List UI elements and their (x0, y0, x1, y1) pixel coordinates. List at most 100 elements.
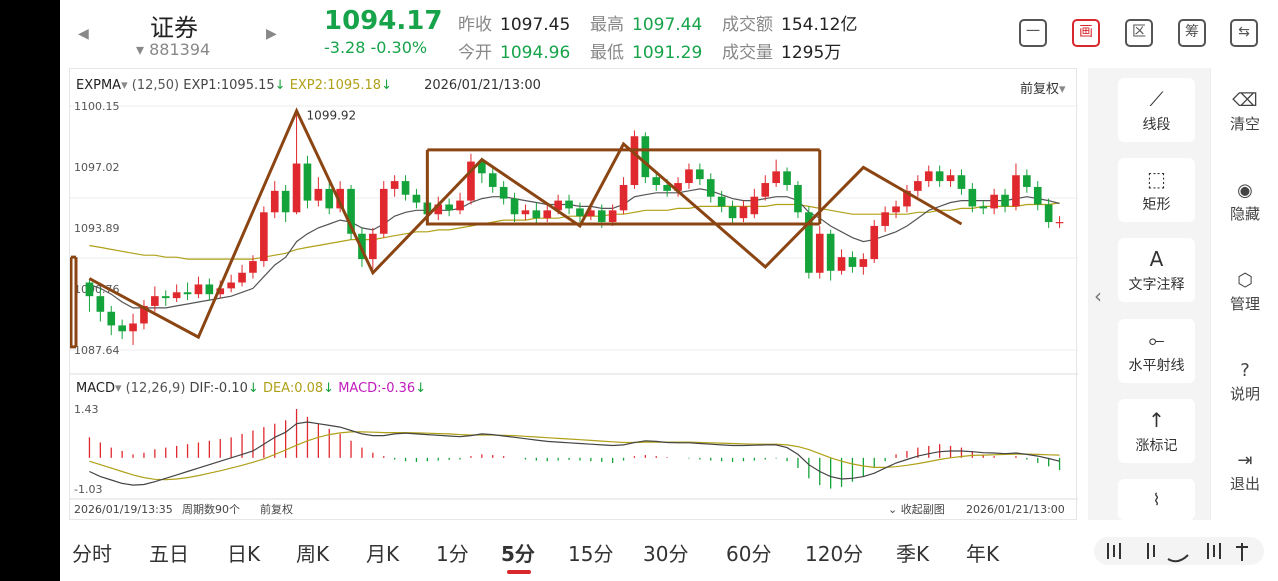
candle-body (663, 184, 671, 191)
candle-body (205, 284, 214, 295)
exit-icon: ⇥ (1237, 450, 1253, 471)
candle-body (347, 188, 355, 234)
candle-body (750, 196, 759, 215)
y-axis-label: 1087.64 (74, 344, 120, 357)
sub-indicator-bar[interactable]: MACD▾ (12,26,9) DIF:-0.10↓ DEA:0.08↓ MAC… (76, 381, 426, 396)
draw-button[interactable]: 画 (1072, 19, 1100, 47)
dea-value: DEA:0.08 (262, 381, 324, 396)
sub-indicator-name: MACD (76, 381, 115, 396)
tab-fenshi[interactable]: 分时 (72, 542, 112, 566)
candle-body (292, 163, 301, 213)
adjust-dropdown-icon: ▾ (1059, 82, 1066, 97)
horizontal-ray-tool[interactable]: ⟜ 水平射线 (1118, 319, 1195, 383)
tab-monthly[interactable]: 月K (366, 542, 400, 566)
tab-60min[interactable]: 60分 (726, 542, 772, 566)
kline-chart[interactable]: 1100.15 1097.02 1093.89 1090.76 1087.64 1099.… (69, 68, 1078, 521)
candle-body (968, 188, 977, 207)
switch-device-button[interactable]: ⇆ (1230, 19, 1258, 47)
rectangle-tool[interactable]: ⬚ 矩形 (1118, 158, 1195, 222)
next-stock-arrow-icon[interactable]: ▶ (266, 26, 277, 42)
clear-button[interactable]: ⌫ 清空 (1211, 90, 1278, 134)
tab-daily[interactable]: 日K (227, 542, 261, 566)
range-button[interactable]: 区 (1125, 19, 1153, 47)
help-button[interactable]: ? 说明 (1211, 360, 1278, 404)
candle-body (674, 183, 682, 191)
quote-low: 最低 1091.29 (590, 43, 703, 63)
candle-body (1033, 186, 1042, 205)
candle-body (260, 212, 268, 262)
tool-label: 水平射线 (1128, 358, 1185, 374)
tool-label: 矩形 (1142, 197, 1171, 213)
macd-axis-label: -1.03 (74, 483, 102, 496)
stock-code[interactable]: ▾ 881394 (136, 40, 211, 59)
manage-button[interactable]: ⬡ 管理 (1211, 270, 1278, 314)
exit-button[interactable]: ⇥ 退出 (1211, 450, 1278, 494)
prev-stock-arrow-icon[interactable]: ◀ (78, 26, 89, 42)
candle-body (805, 212, 813, 273)
candle-body (565, 200, 573, 209)
action-label: 隐藏 (1229, 205, 1260, 223)
candle-body (619, 184, 628, 211)
chart-mode-controls[interactable] (1086, 531, 1278, 571)
dea-down-icon: ↓ (323, 381, 335, 396)
candle-body (488, 173, 497, 187)
tab-quarterly[interactable]: 季K (896, 542, 930, 566)
chips-button[interactable]: 筹 (1178, 19, 1206, 47)
rise-mark-tool[interactable]: ↑ 涨标记 (1118, 399, 1195, 463)
chart-mode-icons[interactable] (1086, 531, 1278, 571)
main-indicator-bar[interactable]: EXPMA▾ (12,50) EXP1:1095.15↓ EXP2:1095.1… (76, 78, 541, 93)
drawn-trend-lines (88, 107, 963, 340)
candle-body (608, 210, 617, 223)
candle-body (194, 284, 203, 295)
help-icon: ? (1240, 360, 1250, 381)
candle-body (979, 206, 988, 209)
candle-body (761, 183, 770, 197)
drawn-rectangle (70, 255, 78, 349)
hide-button[interactable]: ◉ 隐藏 (1211, 180, 1278, 224)
cursor-time: 2026/01/21/13:00 (424, 78, 541, 93)
candle-body (118, 325, 126, 332)
line-segment-tool[interactable]: ⟋ 线段 (1118, 78, 1195, 142)
collapse-panel-icon[interactable]: ‹ (1094, 284, 1102, 308)
text-note-tool[interactable]: A 文字注释 (1118, 238, 1195, 302)
tab-weekly[interactable]: 周K (296, 542, 330, 566)
tab-30min[interactable]: 30分 (643, 542, 689, 566)
adjust-selector[interactable]: 前复权▾ (1020, 78, 1066, 97)
clear-icon: ⌫ (1232, 90, 1258, 111)
dif-line (89, 421, 1060, 486)
candle-body (696, 169, 704, 180)
tab-yearly[interactable]: 年K (966, 542, 1000, 566)
collapse-subchart-link[interactable]: ⌄ 收起副图 (888, 502, 945, 516)
candle-body (336, 188, 344, 209)
candle-body (249, 261, 257, 273)
more-tool[interactable]: ⌇ (1118, 479, 1195, 520)
quote-turnover: 成交额 154.12亿 (722, 15, 858, 35)
action-label: 退出 (1229, 475, 1260, 493)
main-indicator-params: (12,50) (131, 78, 180, 93)
candle-body (957, 175, 966, 189)
price-change: -3.28 -0.30% (324, 38, 428, 57)
macd-value: MACD:-0.36 (338, 381, 416, 396)
tab-wuri[interactable]: 五日 (149, 542, 189, 566)
candle-body (161, 296, 170, 299)
candle-body (369, 233, 377, 260)
candle-body (543, 210, 552, 219)
candle-body (467, 161, 475, 201)
candle-body (303, 163, 312, 201)
minimize-view-button[interactable]: 一 (1019, 19, 1047, 47)
rectangle-icon: ⬚ (1147, 167, 1166, 191)
candle-body (587, 210, 595, 217)
tab-1min[interactable]: 1分 (436, 542, 469, 566)
chart-canvas[interactable]: 1100.151097.021093.891090.761087.641099.… (70, 69, 1078, 521)
quote-high: 最高 1097.44 (590, 15, 703, 35)
tab-5min[interactable]: 5分 (501, 542, 535, 566)
candle-body (794, 184, 802, 213)
candle-body (990, 194, 998, 209)
tab-120min[interactable]: 120分 (805, 542, 864, 566)
pattern-icon: ⌇ (1152, 490, 1161, 509)
y-axis-label: 1093.89 (74, 222, 120, 235)
candle-body (848, 257, 857, 267)
tab-15min[interactable]: 15分 (568, 542, 614, 566)
candle-body (717, 196, 726, 207)
drawing-side-actions: ⌫ 清空 ◉ 隐藏 ⬡ 管理 ? 说明 ⇥ 退出 (1210, 68, 1278, 520)
